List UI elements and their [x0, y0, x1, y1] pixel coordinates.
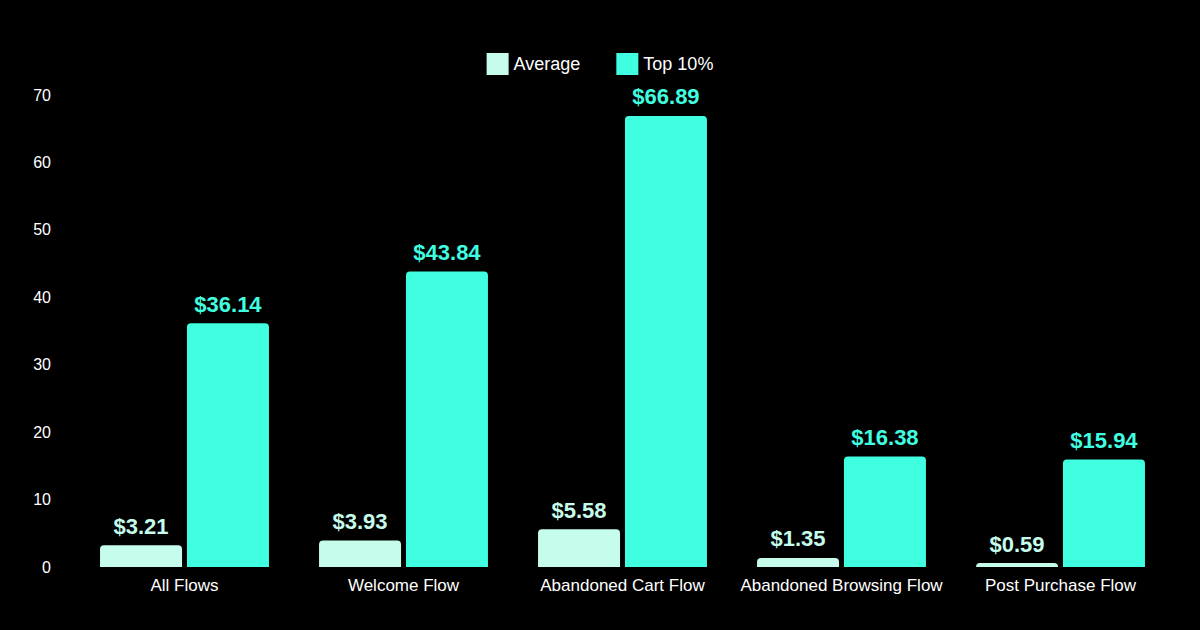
svg-text:$3.21: $3.21: [114, 514, 169, 539]
svg-text:50: 50: [33, 221, 51, 238]
svg-text:Abandoned Browsing Flow: Abandoned Browsing Flow: [740, 576, 943, 595]
svg-text:$36.14: $36.14: [194, 292, 262, 317]
svg-text:Average: Average: [514, 54, 581, 74]
svg-text:40: 40: [33, 289, 51, 306]
svg-text:Top 10%: Top 10%: [643, 54, 713, 74]
svg-text:70: 70: [33, 87, 51, 104]
svg-text:$1.35: $1.35: [771, 526, 826, 551]
svg-text:0: 0: [42, 559, 51, 576]
svg-text:$16.38: $16.38: [851, 425, 918, 450]
svg-text:$66.89: $66.89: [632, 84, 699, 109]
svg-text:20: 20: [33, 424, 51, 441]
svg-text:60: 60: [33, 154, 51, 171]
svg-text:$3.93: $3.93: [333, 509, 388, 534]
svg-text:Welcome Flow: Welcome Flow: [348, 576, 460, 595]
svg-text:$43.84: $43.84: [413, 240, 481, 265]
svg-text:10: 10: [33, 491, 51, 508]
svg-text:$15.94: $15.94: [1070, 428, 1138, 453]
svg-text:$5.58: $5.58: [552, 498, 607, 523]
svg-text:Post Purchase Flow: Post Purchase Flow: [985, 576, 1137, 595]
svg-text:$0.59: $0.59: [990, 532, 1045, 557]
svg-text:Abandoned Cart Flow: Abandoned Cart Flow: [540, 576, 705, 595]
svg-text:All Flows: All Flows: [150, 576, 218, 595]
svg-text:30: 30: [33, 356, 51, 373]
